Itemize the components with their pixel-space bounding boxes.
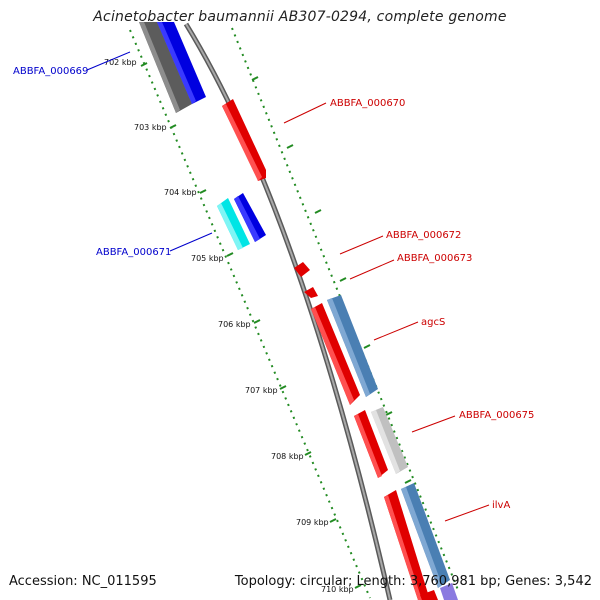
accession-text: Accession: NC_011595: [9, 574, 157, 589]
gene-label-agcS[interactable]: agcS: [421, 317, 445, 328]
gene-label-ABBFA_000669[interactable]: ABBFA_000669: [13, 66, 88, 77]
label-connectors: [86, 51, 490, 522]
forward-strand-track: [222, 99, 458, 600]
reverse-strand-track: [139, 22, 266, 250]
tick-label: 705 kbp: [191, 254, 224, 263]
gene-label-ABBFA_000670[interactable]: ABBFA_000670: [330, 98, 405, 109]
gene-feature-ABBFA_000672[interactable]: [294, 262, 310, 277]
inner-dotted-line: [129, 29, 371, 599]
genome-backbone: [183, 22, 393, 600]
gene-feature-ABBFA_000673[interactable]: [304, 287, 318, 298]
genome-title: Acinetobacter baumannii AB307-0294, comp…: [93, 9, 507, 25]
gene-feature-partial-red[interactable]: [420, 590, 438, 600]
gene-feature-cyan[interactable]: [217, 198, 250, 250]
tick-label: 702 kbp: [104, 58, 137, 67]
tick-label: 704 kbp: [164, 188, 197, 197]
genome-summary-text: Topology: circular; Length: 3,760,981 bp…: [234, 574, 592, 589]
tick-labels: 702 kbp 703 kbp 704 kbp 705 kbp 706 kbp …: [104, 58, 354, 594]
gene-feature-partial-purple[interactable]: [440, 583, 458, 600]
tick-label: 708 kbp: [271, 452, 304, 461]
gene-feature-ilvA-red[interactable]: [384, 490, 430, 600]
tick-label: 710 kbp: [321, 585, 354, 594]
tick-label: 709 kbp: [296, 518, 329, 527]
gene-label-ABBFA_000675[interactable]: ABBFA_000675: [459, 410, 534, 421]
gene-label-ABBFA_000671[interactable]: ABBFA_000671: [96, 247, 171, 258]
tick-guides: [129, 27, 459, 599]
gene-labels: ABBFA_000669 ABBFA_000670 ABBFA_000671 A…: [13, 66, 534, 511]
gene-label-ilvA[interactable]: ilvA: [492, 500, 510, 511]
tick-label: 707 kbp: [245, 386, 278, 395]
inner-scale-ticks: [140, 62, 362, 589]
gene-label-ABBFA_000672[interactable]: ABBFA_000672: [386, 230, 461, 241]
gene-label-ABBFA_000673[interactable]: ABBFA_000673: [397, 253, 472, 264]
tick-label: 703 kbp: [134, 123, 167, 132]
tick-label: 706 kbp: [218, 320, 251, 329]
